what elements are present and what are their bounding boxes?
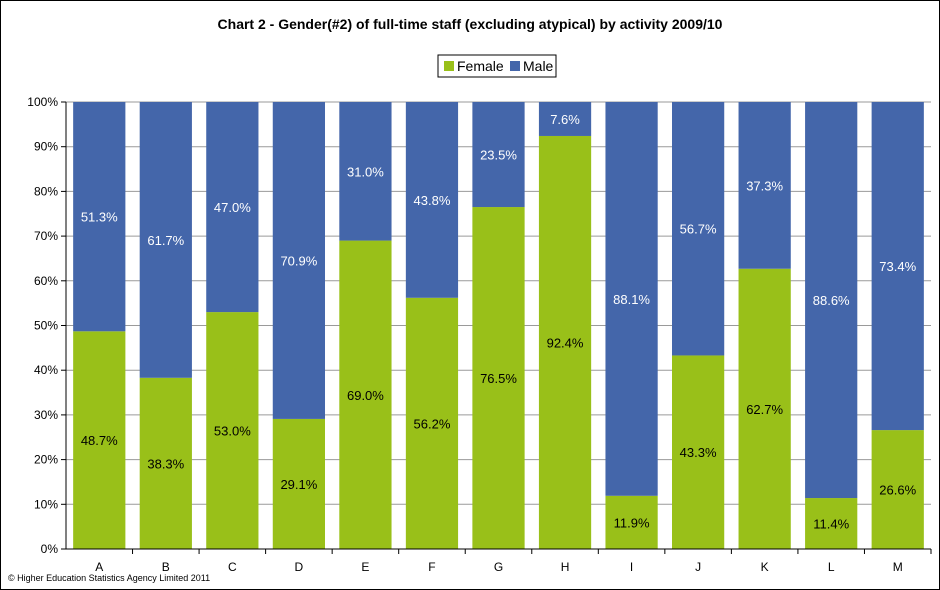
x-tick-label: A (95, 560, 103, 574)
y-tick-label: 90% (34, 140, 58, 154)
bar-male-f (405, 102, 459, 298)
bar-female-i (605, 495, 658, 549)
x-tick-label: C (228, 560, 237, 574)
x-tick-label: D (295, 560, 304, 574)
legend-label-female: Female (457, 58, 504, 74)
data-label-female-j: 43.3% (680, 445, 717, 460)
y-tick-label: 0% (41, 542, 59, 556)
y-axis-ticks: 0% 10% 20% 30% 40% 50% 60% 70% 80% 90% 100% (27, 95, 66, 556)
y-tick-label: 40% (34, 363, 58, 377)
y-tick-label: 50% (34, 319, 58, 333)
legend-swatch-male (510, 61, 520, 71)
data-label-male-g: 23.5% (480, 148, 517, 163)
axes (65, 102, 931, 550)
data-label-male-c: 47.0% (214, 200, 251, 215)
data-label-male-k: 37.3% (746, 178, 783, 193)
x-tick-label: L (828, 560, 835, 574)
bar-male-b (139, 102, 192, 378)
bar-male-a (73, 102, 126, 332)
data-label-male-h: 7.6% (550, 112, 580, 127)
bar-female-d (272, 418, 326, 549)
x-tick-label: G (494, 560, 503, 574)
x-tick-label: I (630, 560, 633, 574)
data-label-female-g: 76.5% (480, 371, 517, 386)
y-tick-label: 80% (34, 184, 58, 198)
data-label-male-j: 56.7% (680, 222, 717, 237)
x-axis-ticks: A B C D E F G H I J K L M (95, 549, 932, 574)
bar-male-c (206, 102, 259, 313)
bar-female-a (73, 331, 126, 549)
x-tick-label: K (761, 560, 769, 574)
data-label-female-l: 11.4% (813, 517, 849, 532)
bar-female-e (339, 240, 392, 549)
copyright-text: © Higher Education Statistics Agency Lim… (8, 573, 210, 583)
bar-male-j (671, 102, 725, 356)
y-tick-label: 70% (34, 229, 58, 243)
bar-female-m (871, 430, 924, 549)
data-label-female-h: 92.4% (547, 335, 584, 350)
y-tick-label: 60% (34, 274, 58, 288)
data-label-female-a: 48.7% (81, 433, 118, 448)
bar-female-f (405, 297, 459, 549)
data-label-male-l: 88.6% (813, 293, 850, 308)
bar-male-h (538, 102, 592, 136)
bar-male-m (871, 102, 924, 431)
bar-male-e (339, 102, 392, 241)
bar-female-l (805, 498, 858, 549)
bar-female-c (206, 312, 259, 549)
y-tick-label: 10% (34, 497, 58, 511)
bar-female-h (538, 135, 592, 550)
legend-box (437, 54, 557, 78)
bar-female-k (738, 268, 791, 549)
legend: Female Male (437, 54, 557, 78)
data-label-female-i: 11.9% (614, 515, 650, 530)
data-label-female-b: 38.3% (147, 456, 184, 471)
data-label-female-d: 29.1% (280, 477, 317, 492)
data-label-male-i: 88.1% (613, 292, 650, 307)
x-tick-label: H (561, 560, 570, 574)
data-label-male-d: 70.9% (280, 253, 317, 268)
bar-female-b (139, 377, 192, 549)
bar-male-i (605, 102, 658, 496)
data-label-male-a: 51.3% (81, 210, 118, 225)
bar-female-j (671, 355, 725, 549)
legend-label-male: Male (523, 58, 554, 74)
data-label-female-k: 62.7% (746, 402, 783, 417)
y-tick-label: 100% (27, 95, 58, 109)
data-label-female-m: 26.6% (879, 483, 916, 498)
data-label-male-e: 31.0% (347, 164, 384, 179)
bar-male-g (472, 102, 525, 208)
bar-male-l (805, 102, 858, 499)
x-tick-label: B (162, 560, 170, 574)
bars (73, 102, 924, 550)
bar-male-k (738, 102, 791, 269)
x-tick-label: J (695, 560, 701, 574)
data-label-female-f: 56.2% (414, 416, 451, 431)
data-label-male-f: 43.8% (414, 193, 451, 208)
chart-title: Chart 2 - Gender(#2) of full-time staff … (218, 16, 723, 32)
y-tick-label: 20% (34, 453, 58, 467)
x-tick-label: M (893, 560, 903, 574)
y-tick-label: 30% (34, 408, 58, 422)
bar-female-g (472, 207, 525, 550)
x-tick-label: E (361, 560, 369, 574)
data-label-female-e: 69.0% (347, 388, 384, 403)
x-tick-label: F (428, 560, 435, 574)
bar-male-d (272, 102, 326, 419)
data-labels: 48.7% 51.3% 38.3% 61.7% 53.0% 47.0% 29.1% 70.9%… (81, 112, 917, 532)
data-label-male-m: 73.4% (879, 259, 916, 274)
data-label-female-c: 53.0% (214, 424, 251, 439)
data-label-male-b: 61.7% (147, 233, 184, 248)
legend-swatch-female (444, 61, 454, 71)
